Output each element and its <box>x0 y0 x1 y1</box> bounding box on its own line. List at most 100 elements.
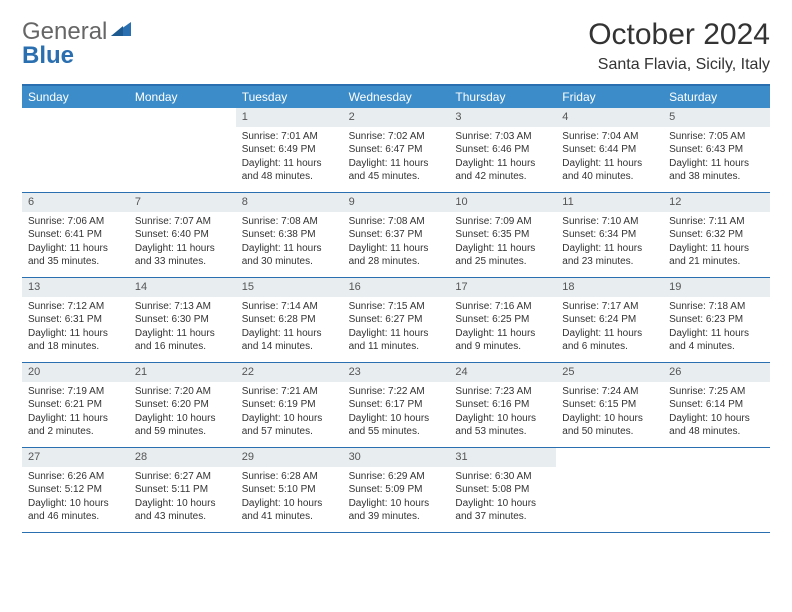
week-row: 20Sunrise: 7:19 AMSunset: 6:21 PMDayligh… <box>22 363 770 448</box>
day-number: 20 <box>22 363 129 382</box>
sunset-text: Sunset: 6:38 PM <box>242 228 337 242</box>
sunrise-text: Sunrise: 6:26 AM <box>28 470 123 484</box>
daylight-text: and 53 minutes. <box>455 425 550 439</box>
day-number: 22 <box>236 363 343 382</box>
calendar-cell-empty <box>22 108 129 192</box>
day-header: Tuesday <box>236 86 343 108</box>
sunrise-text: Sunrise: 7:15 AM <box>349 300 444 314</box>
day-number: 18 <box>556 278 663 297</box>
daylight-text: Daylight: 11 hours <box>562 157 657 171</box>
sunset-text: Sunset: 6:16 PM <box>455 398 550 412</box>
sunrise-text: Sunrise: 7:06 AM <box>28 215 123 229</box>
daylight-text: and 25 minutes. <box>455 255 550 269</box>
sunrise-text: Sunrise: 7:04 AM <box>562 130 657 144</box>
sunrise-text: Sunrise: 6:29 AM <box>349 470 444 484</box>
sunrise-text: Sunrise: 7:19 AM <box>28 385 123 399</box>
day-number: 8 <box>236 193 343 212</box>
sunset-text: Sunset: 6:15 PM <box>562 398 657 412</box>
sunrise-text: Sunrise: 7:12 AM <box>28 300 123 314</box>
daylight-text: Daylight: 11 hours <box>562 327 657 341</box>
calendar-cell: 24Sunrise: 7:23 AMSunset: 6:16 PMDayligh… <box>449 363 556 447</box>
calendar-cell: 7Sunrise: 7:07 AMSunset: 6:40 PMDaylight… <box>129 193 236 277</box>
calendar-cell-empty <box>556 448 663 532</box>
day-number: 2 <box>343 108 450 127</box>
day-header: Monday <box>129 86 236 108</box>
daylight-text: Daylight: 11 hours <box>28 242 123 256</box>
sunset-text: Sunset: 6:21 PM <box>28 398 123 412</box>
daylight-text: and 57 minutes. <box>242 425 337 439</box>
daylight-text: Daylight: 11 hours <box>242 242 337 256</box>
daylight-text: and 11 minutes. <box>349 340 444 354</box>
sunset-text: Sunset: 6:28 PM <box>242 313 337 327</box>
daylight-text: and 39 minutes. <box>349 510 444 524</box>
daylight-text: Daylight: 11 hours <box>349 242 444 256</box>
day-number: 11 <box>556 193 663 212</box>
day-number: 28 <box>129 448 236 467</box>
month-title: October 2024 <box>588 18 770 52</box>
sunset-text: Sunset: 5:09 PM <box>349 483 444 497</box>
calendar-cell: 2Sunrise: 7:02 AMSunset: 6:47 PMDaylight… <box>343 108 450 192</box>
day-header: Sunday <box>22 86 129 108</box>
week-row: 6Sunrise: 7:06 AMSunset: 6:41 PMDaylight… <box>22 193 770 278</box>
daylight-text: and 48 minutes. <box>242 170 337 184</box>
calendar-cell: 14Sunrise: 7:13 AMSunset: 6:30 PMDayligh… <box>129 278 236 362</box>
sunset-text: Sunset: 5:11 PM <box>135 483 230 497</box>
daylight-text: Daylight: 10 hours <box>562 412 657 426</box>
calendar-cell: 28Sunrise: 6:27 AMSunset: 5:11 PMDayligh… <box>129 448 236 532</box>
day-number: 21 <box>129 363 236 382</box>
calendar-cell: 11Sunrise: 7:10 AMSunset: 6:34 PMDayligh… <box>556 193 663 277</box>
logo-triangle-icon <box>111 22 131 36</box>
sunset-text: Sunset: 6:46 PM <box>455 143 550 157</box>
day-number: 1 <box>236 108 343 127</box>
sunset-text: Sunset: 6:34 PM <box>562 228 657 242</box>
daylight-text: Daylight: 10 hours <box>455 412 550 426</box>
sunset-text: Sunset: 6:31 PM <box>28 313 123 327</box>
daylight-text: Daylight: 10 hours <box>669 412 764 426</box>
sunrise-text: Sunrise: 7:20 AM <box>135 385 230 399</box>
sunrise-text: Sunrise: 7:16 AM <box>455 300 550 314</box>
daylight-text: and 4 minutes. <box>669 340 764 354</box>
day-number: 7 <box>129 193 236 212</box>
sunset-text: Sunset: 6:47 PM <box>349 143 444 157</box>
calendar-cell: 19Sunrise: 7:18 AMSunset: 6:23 PMDayligh… <box>663 278 770 362</box>
calendar-cell: 8Sunrise: 7:08 AMSunset: 6:38 PMDaylight… <box>236 193 343 277</box>
sunrise-text: Sunrise: 6:27 AM <box>135 470 230 484</box>
sunrise-text: Sunrise: 7:07 AM <box>135 215 230 229</box>
sunrise-text: Sunrise: 7:24 AM <box>562 385 657 399</box>
sunset-text: Sunset: 6:40 PM <box>135 228 230 242</box>
calendar-cell: 21Sunrise: 7:20 AMSunset: 6:20 PMDayligh… <box>129 363 236 447</box>
day-number: 19 <box>663 278 770 297</box>
daylight-text: Daylight: 11 hours <box>242 157 337 171</box>
sunrise-text: Sunrise: 7:03 AM <box>455 130 550 144</box>
day-header: Friday <box>556 86 663 108</box>
sunset-text: Sunset: 6:27 PM <box>349 313 444 327</box>
sunset-text: Sunset: 6:32 PM <box>669 228 764 242</box>
daylight-text: and 28 minutes. <box>349 255 444 269</box>
sunset-text: Sunset: 6:23 PM <box>669 313 764 327</box>
daylight-text: and 23 minutes. <box>562 255 657 269</box>
day-number: 10 <box>449 193 556 212</box>
day-number: 31 <box>449 448 556 467</box>
daylight-text: and 46 minutes. <box>28 510 123 524</box>
calendar-cell: 31Sunrise: 6:30 AMSunset: 5:08 PMDayligh… <box>449 448 556 532</box>
location-label: Santa Flavia, Sicily, Italy <box>588 56 770 74</box>
sunset-text: Sunset: 6:20 PM <box>135 398 230 412</box>
sunset-text: Sunset: 6:41 PM <box>28 228 123 242</box>
sunrise-text: Sunrise: 6:30 AM <box>455 470 550 484</box>
week-row: 1Sunrise: 7:01 AMSunset: 6:49 PMDaylight… <box>22 108 770 193</box>
daylight-text: and 18 minutes. <box>28 340 123 354</box>
logo-text-blue: Blue <box>22 42 74 70</box>
daylight-text: Daylight: 11 hours <box>455 242 550 256</box>
sunrise-text: Sunrise: 7:08 AM <box>349 215 444 229</box>
daylight-text: and 35 minutes. <box>28 255 123 269</box>
daylight-text: Daylight: 11 hours <box>28 412 123 426</box>
calendar-cell: 5Sunrise: 7:05 AMSunset: 6:43 PMDaylight… <box>663 108 770 192</box>
calendar-cell-empty <box>663 448 770 532</box>
daylight-text: Daylight: 10 hours <box>455 497 550 511</box>
day-number: 17 <box>449 278 556 297</box>
calendar-cell: 9Sunrise: 7:08 AMSunset: 6:37 PMDaylight… <box>343 193 450 277</box>
daylight-text: and 14 minutes. <box>242 340 337 354</box>
daylight-text: Daylight: 11 hours <box>562 242 657 256</box>
calendar-cell: 17Sunrise: 7:16 AMSunset: 6:25 PMDayligh… <box>449 278 556 362</box>
day-number: 14 <box>129 278 236 297</box>
